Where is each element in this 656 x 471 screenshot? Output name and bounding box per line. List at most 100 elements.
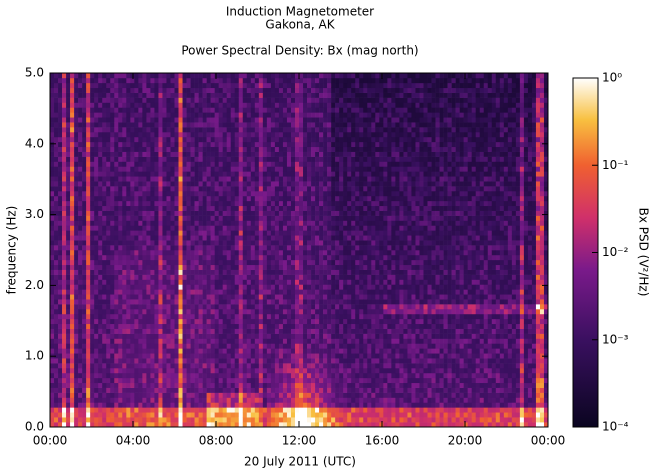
- spectrogram-pixel: [166, 181, 171, 187]
- spectrogram-pixel: [319, 250, 324, 256]
- spectrogram-pixel: [90, 417, 95, 423]
- spectrogram-pixel: [270, 353, 276, 359]
- spectrogram-pixel: [74, 210, 79, 216]
- spectrogram-pixel: [134, 92, 139, 98]
- spectrogram-pixel: [94, 392, 99, 398]
- spectrogram-pixel: [282, 205, 288, 211]
- spectrogram-pixel: [150, 132, 155, 138]
- spectrogram-pixel: [70, 294, 75, 300]
- spectrogram-pixel: [158, 264, 163, 270]
- spectrogram-pixel: [303, 161, 308, 167]
- spectrogram-pixel: [74, 87, 79, 93]
- spectrogram-pixel: [323, 205, 328, 211]
- spectrogram-pixel: [110, 127, 115, 133]
- spectrogram-pixel: [194, 136, 199, 143]
- spectrogram-pixel: [78, 250, 83, 256]
- spectrogram-pixel: [258, 412, 264, 418]
- spectrogram-pixel: [254, 304, 260, 310]
- spectrogram-pixel: [278, 294, 284, 300]
- spectrogram-pixel: [174, 112, 179, 118]
- spectrogram-pixel: [266, 215, 272, 221]
- spectrogram-pixel: [118, 309, 123, 315]
- spectrogram-pixel: [303, 338, 308, 344]
- spectrogram-pixel: [62, 136, 67, 143]
- spectrogram-pixel: [114, 254, 119, 261]
- spectrogram-pixel: [303, 372, 308, 379]
- spectrogram-pixel: [226, 412, 232, 418]
- spectrogram-pixel: [126, 382, 131, 388]
- spectrogram-pixel: [311, 318, 316, 325]
- spectrogram-pixel: [102, 407, 107, 413]
- spectrogram-pixel: [286, 245, 292, 251]
- spectrogram-pixel: [134, 407, 139, 413]
- spectrogram-pixel: [234, 323, 240, 329]
- spectrogram-pixel: [286, 412, 292, 418]
- spectrogram-pixel: [130, 338, 135, 344]
- spectrogram-pixel: [222, 205, 228, 211]
- spectrogram-pixel: [311, 363, 316, 369]
- spectrogram-pixel: [118, 205, 123, 211]
- spectrogram-pixel: [78, 274, 83, 280]
- spectrogram-pixel: [154, 235, 159, 241]
- spectrogram-pixel: [230, 210, 236, 216]
- spectrogram-pixel: [94, 328, 99, 334]
- spectrogram-pixel: [142, 82, 147, 89]
- spectrogram-pixel: [202, 77, 207, 84]
- spectrogram-pixel: [182, 412, 187, 418]
- spectrogram-pixel: [242, 382, 248, 388]
- spectrogram-pixel: [62, 304, 67, 310]
- spectrogram-pixel: [282, 274, 288, 280]
- spectrogram-pixel: [250, 122, 256, 128]
- spectrogram-pixel: [146, 117, 151, 123]
- spectrogram-pixel: [246, 382, 252, 388]
- spectrogram-pixel: [134, 348, 139, 354]
- spectrogram-pixel: [86, 274, 91, 280]
- spectrogram-pixel: [262, 220, 268, 226]
- spectrogram-pixel: [307, 363, 312, 369]
- spectrogram-pixel: [102, 191, 107, 197]
- spectrogram-pixel: [286, 397, 292, 403]
- spectrogram-pixel: [299, 313, 304, 320]
- spectrogram-pixel: [234, 166, 240, 172]
- spectrogram-pixel: [226, 343, 232, 349]
- spectrogram-pixel: [66, 235, 71, 241]
- spectrogram-pixel: [218, 264, 223, 270]
- spectrogram-pixel: [158, 382, 163, 388]
- spectrogram-pixel: [230, 328, 236, 334]
- spectrogram-pixel: [278, 225, 284, 231]
- spectrogram-pixel: [70, 402, 75, 408]
- spectrogram-pixel: [218, 102, 223, 108]
- spectrogram-pixel: [222, 407, 228, 413]
- spectrogram-pixel: [246, 215, 252, 221]
- spectrogram-pixel: [122, 259, 127, 266]
- spectrogram-pixel: [278, 382, 284, 388]
- spectrogram-pixel: [218, 82, 223, 89]
- spectrogram-pixel: [218, 299, 223, 305]
- spectrogram-pixel: [327, 333, 332, 339]
- spectrogram-pixel: [299, 254, 304, 261]
- spectrogram-pixel: [178, 220, 183, 226]
- spectrogram-pixel: [226, 279, 232, 285]
- spectrogram-pixel: [178, 77, 183, 84]
- spectrogram-pixel: [130, 161, 135, 167]
- spectrogram-pixel: [303, 102, 308, 108]
- spectrogram-pixel: [194, 151, 199, 157]
- spectrogram-pixel: [290, 73, 296, 79]
- spectrogram-pixel: [162, 259, 167, 266]
- spectrogram-pixel: [118, 363, 123, 369]
- spectrogram-pixel: [114, 132, 119, 138]
- spectrogram-pixel: [226, 92, 232, 98]
- spectrogram-pixel: [174, 176, 179, 182]
- spectrogram-pixel: [222, 176, 228, 182]
- spectrogram-pixel: [66, 328, 71, 334]
- spectrogram-pixel: [94, 402, 99, 408]
- spectrogram-pixel: [158, 181, 163, 187]
- spectrogram-pixel: [54, 171, 59, 177]
- spectrogram-pixel: [222, 117, 228, 123]
- spectrogram-pixel: [282, 77, 288, 84]
- spectrogram-pixel: [166, 387, 171, 393]
- spectrogram-pixel: [210, 264, 215, 270]
- spectrogram-pixel: [126, 254, 131, 261]
- spectrogram-pixel: [319, 397, 324, 403]
- spectrogram-pixel: [106, 274, 111, 280]
